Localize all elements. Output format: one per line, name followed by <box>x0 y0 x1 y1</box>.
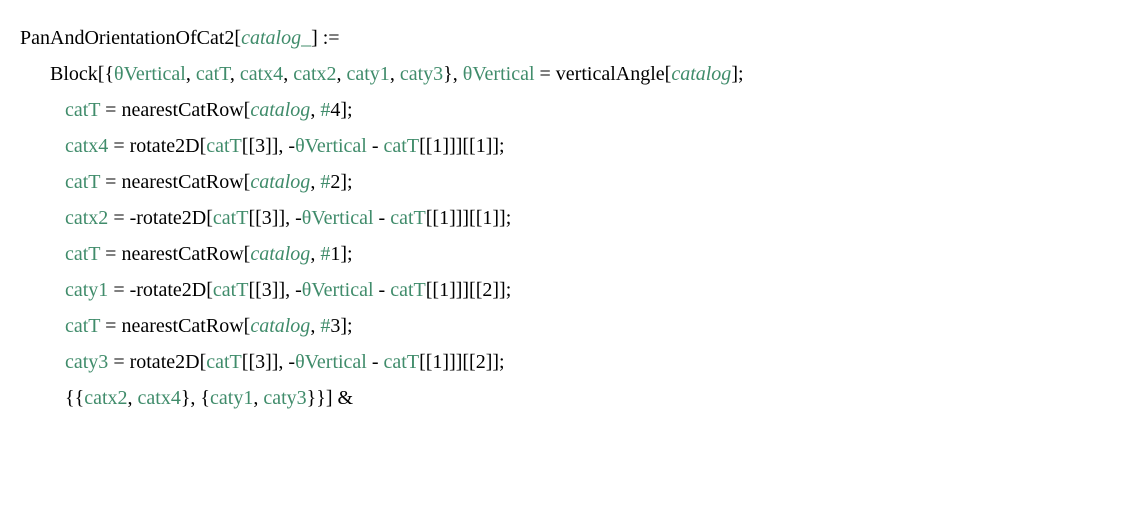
code-line-7: catT = nearestCatRow[catalog, #1]; <box>20 236 1128 272</box>
keyword-block: Block <box>50 63 98 85</box>
local-var: catT <box>191 63 230 85</box>
local-var: caty3 <box>65 351 108 373</box>
local-var: caty1 <box>65 279 108 301</box>
code-line-3: catT = nearestCatRow[catalog, #4]; <box>20 92 1128 128</box>
function-call: rotate2D <box>130 135 200 157</box>
function-call: nearestCatRow <box>121 315 243 337</box>
code-line-2: Block[{θVertical, catT, catx4, catx2, ca… <box>20 56 1128 92</box>
slot: # <box>315 171 330 193</box>
local-var: caty3 <box>395 63 443 85</box>
code-line-6: catx2 = -rotate2D[catT[[3]], -θVertical … <box>20 200 1128 236</box>
local-var: caty1 <box>210 387 253 409</box>
local-var: catT <box>206 351 242 373</box>
function-call: rotate2D <box>136 279 206 301</box>
arg: catalog <box>250 99 310 121</box>
local-var: θVertical <box>302 279 374 301</box>
local-var: catT <box>213 207 249 229</box>
code-line-5: catT = nearestCatRow[catalog, #2]; <box>20 164 1128 200</box>
slot: # <box>315 243 330 265</box>
function-name: PanAndOrientationOfCat2 <box>20 27 234 49</box>
code-line-11: {{catx2, catx4}, {caty1, caty3}}] & <box>20 380 1128 416</box>
local-var: θVertical <box>295 351 367 373</box>
local-var: catT <box>65 171 100 193</box>
local-var: θVertical <box>295 135 367 157</box>
code-line-1: PanAndOrientationOfCat2[catalog_] := <box>20 20 1128 56</box>
arg: catalog <box>250 315 310 337</box>
local-var: catx4 <box>65 135 108 157</box>
slot: # <box>315 99 330 121</box>
code-line-9: catT = nearestCatRow[catalog, #3]; <box>20 308 1128 344</box>
local-var: catT <box>65 99 100 121</box>
local-var: catT <box>65 243 100 265</box>
local-var: θVertical <box>458 63 535 85</box>
local-var: caty3 <box>258 387 306 409</box>
local-var: caty1 <box>342 63 390 85</box>
local-var: catx2 <box>84 387 127 409</box>
set-delayed: ] := <box>311 27 340 49</box>
code-line-10: caty3 = rotate2D[catT[[3]], -θVertical -… <box>20 344 1128 380</box>
function-call: rotate2D <box>130 351 200 373</box>
slot: # <box>315 315 330 337</box>
local-var: catT <box>390 207 426 229</box>
arg: catalog <box>250 243 310 265</box>
local-var: catx4 <box>235 63 283 85</box>
local-var: catT <box>384 351 420 373</box>
arg: catalog <box>671 63 731 85</box>
code-line-8: caty1 = -rotate2D[catT[[3]], -θVertical … <box>20 272 1128 308</box>
local-var: catT <box>213 279 249 301</box>
local-var: catx2 <box>65 207 108 229</box>
arg: catalog <box>250 171 310 193</box>
local-var: catT <box>206 135 242 157</box>
local-var: catT <box>384 135 420 157</box>
local-var: catT <box>390 279 426 301</box>
code-line-4: catx4 = rotate2D[catT[[3]], -θVertical -… <box>20 128 1128 164</box>
function-call: rotate2D <box>136 207 206 229</box>
local-var: θVertical <box>302 207 374 229</box>
pattern-arg: catalog_ <box>241 27 311 49</box>
function-call: nearestCatRow <box>121 243 243 265</box>
local-var: catT <box>65 315 100 337</box>
local-var: θVertical <box>114 63 186 85</box>
function-call: nearestCatRow <box>121 171 243 193</box>
function-call: nearestCatRow <box>121 99 243 121</box>
local-var: catx2 <box>288 63 336 85</box>
local-var: catx4 <box>133 387 181 409</box>
function-call: verticalAngle <box>556 63 665 85</box>
